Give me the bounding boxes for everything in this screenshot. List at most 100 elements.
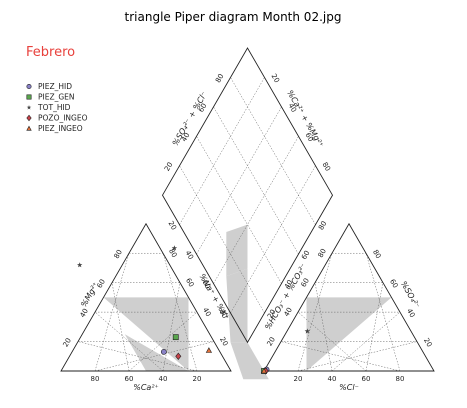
- anion-x-tick: 60: [362, 375, 371, 383]
- grid-line: [94, 253, 130, 372]
- legend-marker-tot-hid: [26, 105, 32, 110]
- point-cation-piez-hid: [160, 348, 167, 355]
- anion-y-axis-label: %SO₄²⁻: [399, 280, 422, 310]
- cation-y-tick: 80: [113, 248, 124, 260]
- grid-line: [280, 341, 401, 372]
- anion-slant-tick: 60: [300, 277, 311, 289]
- point-cation-piez-gen: [172, 334, 179, 341]
- water-type-zones: [103, 224, 392, 380]
- anion-y-tick: 40: [405, 307, 416, 319]
- diamond-upper-right-tick: 80: [321, 161, 332, 173]
- diamond-frame: [161, 47, 334, 344]
- legend-label-piez-ingeo: PIEZ_INGEO: [38, 124, 83, 133]
- diamond-lower-left-label: %Na⁺ + %K⁺: [197, 272, 231, 321]
- anion-slant-tick: 20: [266, 336, 277, 348]
- legend-label-piez-hid: PIEZ_HID: [38, 82, 72, 91]
- diamond-lower-left-tick: 20: [167, 220, 178, 232]
- diamond-upper-left-tick: 40: [180, 131, 191, 143]
- grid-line: [162, 253, 198, 372]
- cation-y-tick: 20: [62, 337, 73, 349]
- cation-y-tick: 60: [96, 278, 107, 290]
- point-anion-piez-ingeo: [260, 367, 268, 374]
- cation-y-axis-label: %Mg²⁺: [79, 281, 100, 309]
- point-cation-piez-ingeo: [205, 347, 213, 353]
- grid-line: [179, 77, 265, 225]
- diamond-lower-right-tick: 80: [317, 220, 328, 232]
- month-annotation: Febrero: [26, 45, 75, 60]
- grid-line: [196, 106, 282, 255]
- anion-triangle-frame: [263, 222, 435, 372]
- data-points: [77, 245, 311, 375]
- grid-line: [111, 282, 130, 372]
- anion-x-axis-label: %Cl⁻: [339, 383, 359, 392]
- cation-slant-tick: 80: [167, 247, 178, 259]
- cation-slant-tick: 20: [218, 336, 229, 348]
- diamond-lower-right-tick: 20: [266, 308, 277, 320]
- grid-lines: [77, 77, 418, 372]
- diamond-lower-right-tick: 60: [300, 249, 311, 261]
- diamond-upper-left-tick: 20: [163, 161, 174, 173]
- grid-line: [77, 341, 198, 372]
- grid-line: [213, 106, 299, 255]
- anion-slant-tick: 80: [317, 247, 328, 259]
- plot-frames: [60, 47, 435, 372]
- cation-slant-tick: 60: [184, 277, 195, 289]
- grid-line: [297, 253, 333, 372]
- grid-line: [365, 253, 401, 372]
- legend-label-pozo-ingeo: POZO_INGEO: [38, 114, 88, 123]
- diamond-lower-left-tick: 40: [184, 249, 195, 261]
- point-anion-tot-hid: [304, 328, 311, 334]
- diamond-upper-right-tick: 60: [304, 131, 315, 143]
- diamond-middle-zone: [226, 268, 248, 343]
- cation-x-tick: 60: [125, 375, 134, 383]
- grid-line: [94, 341, 215, 372]
- anion-zone: [306, 297, 392, 371]
- cation-y-tick: 40: [79, 307, 90, 319]
- diamond-upper-left-label: %SO₄²⁻ + %Cl⁻: [171, 90, 209, 147]
- anion-y-tick: 20: [422, 337, 433, 349]
- diamond-upper-left-tick: 60: [197, 102, 208, 114]
- chart-title: triangle Piper diagram Month 02.jpg: [125, 10, 342, 24]
- anion-x-tick: 40: [328, 375, 337, 383]
- diamond-lower-zone: [230, 342, 269, 380]
- grid-line: [196, 136, 282, 284]
- diamond-lower-left-tick: 80: [218, 308, 229, 320]
- legend-label-piez-gen: PIEZ_GEN: [38, 93, 75, 102]
- diamond-lower-right-label: %HCO₃⁻ + %CO₃²⁻: [263, 262, 308, 331]
- legend-label-tot-hid: TOT_HID: [37, 103, 71, 112]
- legend-marker-piez-hid: [26, 84, 32, 90]
- cation-slant-tick: 40: [201, 306, 212, 318]
- cation-zone: [124, 334, 189, 371]
- point-cation-tot-hid: [77, 262, 83, 268]
- diamond-upper-right-tick: 40: [287, 102, 298, 114]
- diamond-lower-right-tick: 40: [283, 279, 294, 291]
- cation-x-axis-label: %Ca²⁺: [133, 383, 159, 392]
- anion-y-tick: 60: [388, 278, 399, 290]
- cation-triangle-frame: [60, 222, 232, 372]
- point-cation-pozo-ingeo: [175, 352, 182, 360]
- grid-line: [297, 341, 418, 372]
- anion-x-tick: 80: [396, 375, 405, 383]
- anion-y-tick: 80: [371, 248, 382, 260]
- anion-x-tick: 20: [294, 375, 303, 383]
- legend-marker-piez-ingeo: [26, 125, 32, 131]
- cation-x-tick: 20: [193, 375, 202, 383]
- grid-line: [213, 136, 299, 284]
- point-diamond-tot-hid: [171, 245, 178, 251]
- grid-line: [230, 77, 316, 225]
- cation-zone: [103, 297, 189, 371]
- cation-x-tick: 40: [159, 375, 168, 383]
- legend-marker-piez-gen: [26, 94, 32, 100]
- diamond-upper-zone: [226, 224, 248, 277]
- anion-slant-tick: 40: [283, 306, 294, 318]
- legend-marker-pozo-ingeo: [26, 114, 32, 122]
- tick-labels: 80 60 40 20 20 40 60 80 20 40 60 80 20 40 60 80 20 40 60 80…: [62, 73, 434, 383]
- grid-line: [365, 282, 384, 372]
- diamond-upper-right-tick: 20: [270, 73, 281, 85]
- diamond-upper-left-tick: 80: [214, 73, 225, 85]
- grid-line: [230, 165, 316, 314]
- grid-line: [179, 165, 265, 314]
- diamond-lower-left-tick: 60: [201, 279, 212, 291]
